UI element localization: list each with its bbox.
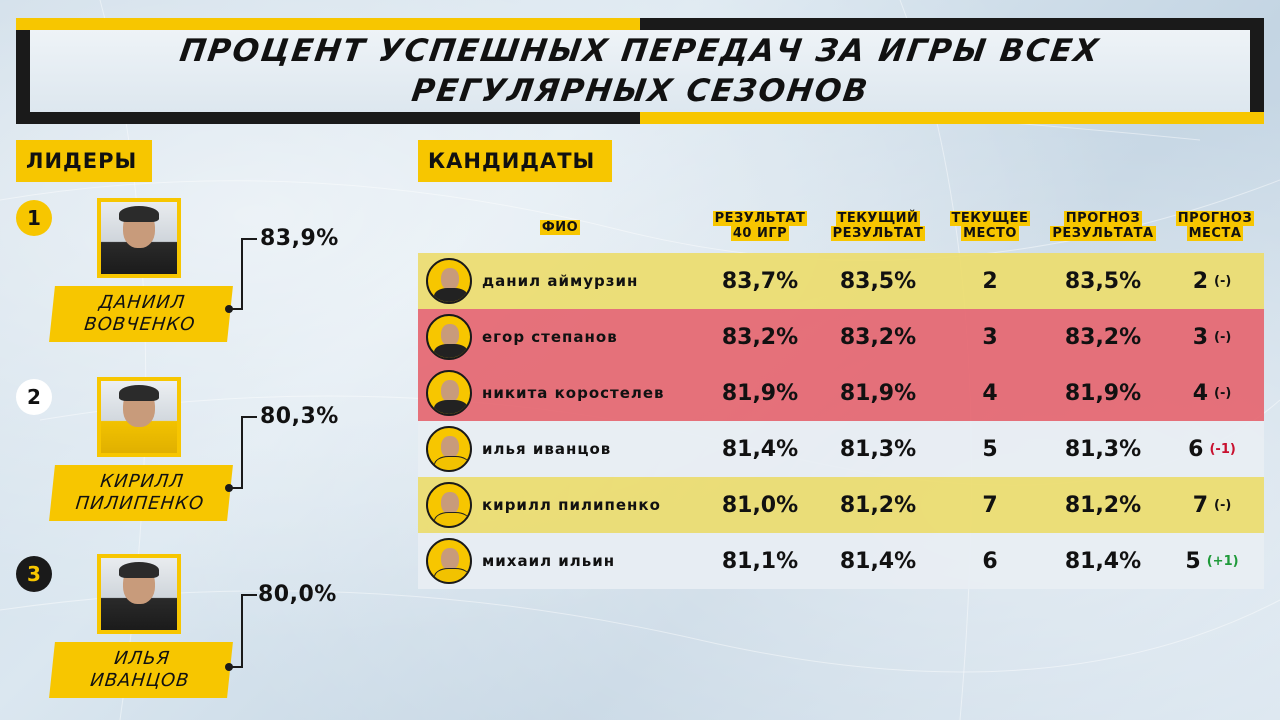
player-silhouette — [101, 381, 177, 453]
player-photo — [97, 554, 181, 634]
player-avatar — [426, 482, 472, 528]
forecast-place-value: 4 (-) — [1192, 380, 1232, 406]
player-photo — [97, 377, 181, 457]
connector-bracket — [241, 238, 243, 310]
forecast-place-value: 7 (-) — [1192, 492, 1232, 518]
page-title-line-1: процент успешных передач за игры всех — [177, 33, 1103, 69]
connector-bracket — [241, 594, 243, 668]
player-avatar — [426, 538, 472, 584]
col-header-name: фио — [539, 220, 581, 235]
banner-inner: процент успешных передач за игры всех ре… — [30, 30, 1250, 112]
forecast-result-value: 83,2% — [1064, 324, 1142, 350]
place-delta: (-) — [1214, 273, 1232, 289]
leader-value: 80,0% — [258, 582, 337, 607]
player-first-name: даниил — [97, 292, 187, 313]
col-header-forecast-place: прогноз места — [1175, 211, 1255, 241]
col-header-forecast: прогноз результата — [1050, 211, 1156, 241]
leader-value: 80,3% — [260, 404, 339, 429]
col-header-place: текущее место — [949, 211, 1031, 241]
leader-value: 83,9% — [260, 226, 339, 251]
title-banner: процент успешных передач за игры всех ре… — [16, 18, 1264, 124]
current-place-value: 2 — [982, 268, 998, 294]
player-photo — [97, 198, 181, 278]
place-delta: (-) — [1214, 497, 1232, 513]
current-result-value: 81,2% — [839, 492, 917, 518]
rank-badge: 3 — [16, 556, 52, 592]
current-place-value: 3 — [982, 324, 998, 350]
result40-value: 83,2% — [721, 324, 799, 350]
place-delta: (-1) — [1209, 441, 1236, 457]
current-result-value: 81,9% — [839, 380, 917, 406]
player-first-name: кирилл — [99, 471, 186, 492]
player-last-name: пилипенко — [74, 493, 206, 514]
forecast-result-value: 81,4% — [1064, 548, 1142, 574]
rank-badge: 1 — [16, 200, 52, 236]
forecast-result-value: 81,3% — [1064, 436, 1142, 462]
banner-stripe-bottom — [640, 112, 1264, 124]
place-delta: (+1) — [1206, 553, 1239, 569]
connector-line-top — [241, 416, 257, 418]
current-result-value: 81,4% — [839, 548, 917, 574]
candidates-label: кандидаты — [418, 140, 612, 182]
table-row: кирилл пилипенко 81,0% 81,2% 7 81,2% 7 (-… — [418, 477, 1264, 533]
forecast-result-value: 81,9% — [1064, 380, 1142, 406]
player-last-name: вовченко — [83, 314, 197, 335]
connector-line-top — [241, 238, 257, 240]
current-result-value: 83,2% — [839, 324, 917, 350]
forecast-place-value: 6 (-1) — [1188, 436, 1236, 462]
connector-line — [229, 487, 243, 489]
player-name: никита коростелев — [482, 384, 665, 402]
page-title-line-2: регулярных сезонов — [409, 73, 871, 109]
rank-badge: 2 — [16, 379, 52, 415]
player-name: данил аймурзин — [482, 272, 639, 290]
forecast-result-value: 81,2% — [1064, 492, 1142, 518]
place-delta: (-) — [1214, 385, 1232, 401]
connector-line-top — [241, 594, 257, 596]
col-header-result40: результат 40 игр — [712, 211, 808, 241]
player-name: егор степанов — [482, 328, 618, 346]
forecast-result-value: 83,5% — [1064, 268, 1142, 294]
player-name: михаил ильин — [482, 552, 616, 570]
player-nameplate: кирилл пилипенко — [49, 465, 233, 521]
current-place-value: 4 — [982, 380, 998, 406]
result40-value: 81,1% — [721, 548, 799, 574]
table-row: егор степанов 83,2% 83,2% 3 83,2% 3 (-) — [418, 309, 1264, 365]
player-first-name: илья — [113, 648, 172, 669]
current-result-value: 81,3% — [839, 436, 917, 462]
player-avatar — [426, 314, 472, 360]
player-nameplate: илья иванцов — [49, 642, 233, 698]
col-header-current: текущий результат — [830, 211, 926, 241]
result40-value: 83,7% — [721, 268, 799, 294]
forecast-place-value: 2 (-) — [1192, 268, 1232, 294]
table-row: илья иванцов 81,4% 81,3% 5 81,3% 6 (-1) — [418, 421, 1264, 477]
result40-value: 81,4% — [721, 436, 799, 462]
connector-bracket — [241, 416, 243, 489]
banner-stripe-top — [16, 18, 640, 30]
current-place-value: 6 — [982, 548, 998, 574]
current-result-value: 83,5% — [839, 268, 917, 294]
table-row: никита коростелев 81,9% 81,9% 4 81,9% 4(… — [418, 365, 1264, 421]
player-avatar — [426, 426, 472, 472]
table-row: михаил ильин 81,1% 81,4% 6 81,4% 5 (+1) — [418, 533, 1264, 589]
player-name: илья иванцов — [482, 440, 612, 458]
player-nameplate: даниил вовченко — [49, 286, 233, 342]
player-silhouette — [101, 202, 177, 274]
player-avatar — [426, 258, 472, 304]
leaders-label: лидеры — [16, 140, 152, 182]
connector-line — [229, 666, 243, 668]
forecast-place-value: 5 (+1) — [1185, 548, 1239, 574]
result40-value: 81,9% — [721, 380, 799, 406]
current-place-value: 7 — [982, 492, 998, 518]
current-place-value: 5 — [982, 436, 998, 462]
player-last-name: иванцов — [89, 670, 191, 691]
place-delta: (-) — [1214, 329, 1232, 345]
player-name: кирилл пилипенко — [482, 496, 661, 514]
player-silhouette — [101, 558, 177, 630]
connector-line — [229, 308, 243, 310]
result40-value: 81,0% — [721, 492, 799, 518]
player-avatar — [426, 370, 472, 416]
table-row: данил аймурзин 83,7% 83,5% 2 83,5% 2 (-) — [418, 253, 1264, 309]
forecast-place-value: 3 (-) — [1192, 324, 1232, 350]
